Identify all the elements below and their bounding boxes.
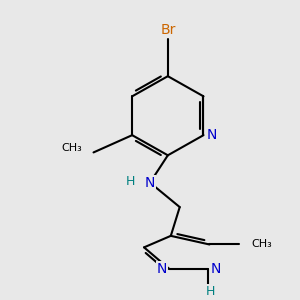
Text: H: H [126,175,135,188]
Text: N: N [210,262,221,276]
Text: H: H [206,285,216,298]
Text: CH₃: CH₃ [61,143,82,153]
Text: N: N [145,176,155,190]
Text: Br: Br [160,23,176,37]
Text: N: N [207,128,217,142]
Text: N: N [157,262,167,276]
Text: CH₃: CH₃ [251,238,272,249]
